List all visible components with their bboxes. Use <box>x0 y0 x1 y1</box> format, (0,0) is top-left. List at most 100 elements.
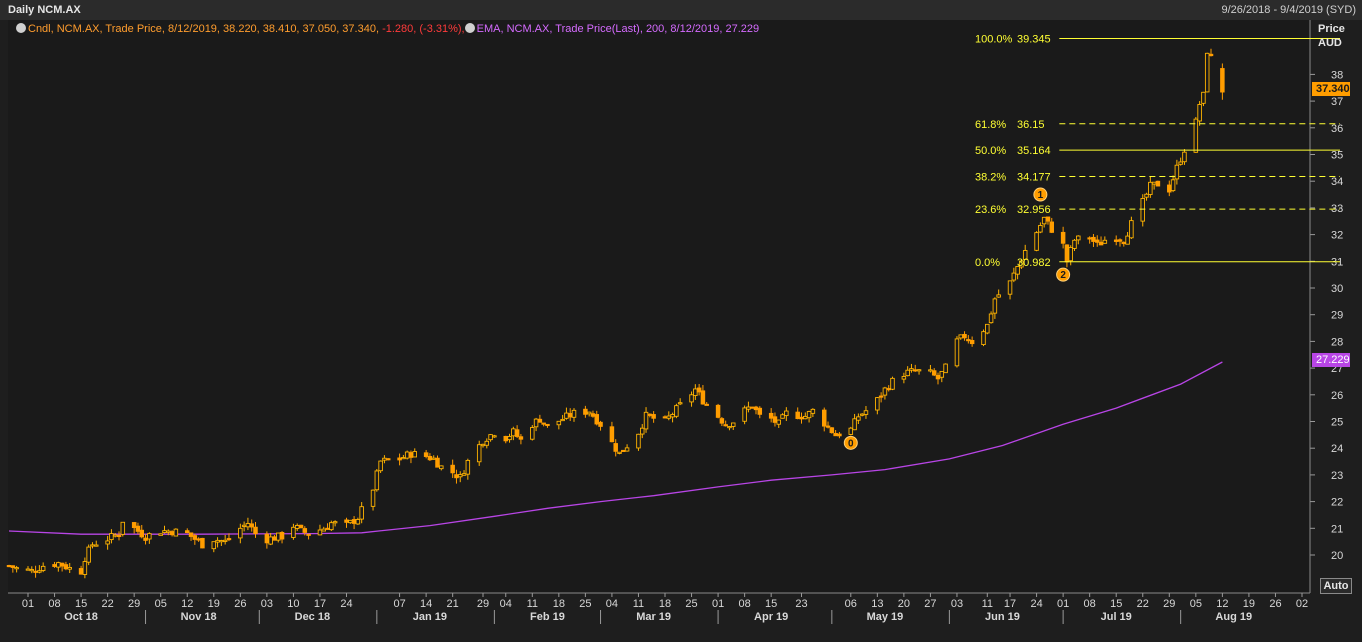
x-day-label: 04 <box>606 598 618 610</box>
wave-marker[interactable] <box>1033 187 1048 202</box>
candle-body <box>985 323 990 334</box>
candle-body <box>848 427 854 435</box>
x-day-label: 23 <box>795 598 807 610</box>
candle-body <box>348 519 353 524</box>
candle-body <box>939 370 945 378</box>
candle-body <box>188 532 194 537</box>
candle-body <box>63 564 69 570</box>
candle-body <box>693 388 698 397</box>
x-day-label: 12 <box>1216 598 1228 610</box>
candle-settings-icon[interactable] <box>16 23 26 33</box>
wave-marker[interactable] <box>843 435 858 450</box>
y-tick-label: 25 <box>1331 417 1343 429</box>
x-month-label: Jul 19 <box>1101 611 1132 623</box>
candle-body <box>882 387 888 396</box>
candle-body <box>768 412 774 419</box>
wave-label: 0 <box>848 438 854 449</box>
candle-body <box>1076 235 1081 241</box>
y-tick-label: 28 <box>1331 336 1343 348</box>
candle-body <box>776 419 782 425</box>
x-day-label: 01 <box>712 598 724 610</box>
candle-body <box>382 457 387 461</box>
candle-body <box>135 525 141 532</box>
candle-body <box>1068 246 1073 262</box>
candle-body <box>166 530 171 533</box>
y-tick-label: 35 <box>1331 150 1343 162</box>
candle-body <box>1167 184 1172 193</box>
candle-body <box>829 427 835 434</box>
candle-body <box>241 524 247 527</box>
candle-body <box>916 369 922 372</box>
x-day-label: 27 <box>924 598 936 610</box>
candle-body <box>143 537 148 541</box>
candle-body <box>825 425 831 428</box>
candle-body <box>1045 216 1051 222</box>
y-tick-label: 21 <box>1331 523 1343 535</box>
candle-body <box>279 532 285 540</box>
candle-body <box>131 522 137 529</box>
y-tick-label: 24 <box>1331 443 1343 455</box>
x-day-label: 12 <box>181 598 193 610</box>
candle-body <box>651 414 656 419</box>
candle-body <box>476 444 482 463</box>
candle-body <box>677 402 683 405</box>
candle-body <box>245 523 251 528</box>
x-month-label: Nov 18 <box>181 611 217 623</box>
candle-body <box>749 406 755 409</box>
candle-body <box>355 519 361 525</box>
candle-body <box>1113 239 1119 242</box>
candle-body <box>1007 280 1013 295</box>
y-tick-label: 30 <box>1331 283 1343 295</box>
candle-body <box>700 390 706 405</box>
candle-body <box>1201 91 1206 104</box>
candle-body <box>1125 235 1130 245</box>
candle-body <box>822 409 827 427</box>
candle-body <box>344 519 349 523</box>
candle-body <box>928 369 933 372</box>
candle-body <box>636 433 641 449</box>
x-day-label: 19 <box>208 598 220 610</box>
x-day-label: 29 <box>1163 598 1175 610</box>
x-day-label: 08 <box>1084 598 1096 610</box>
candle-body <box>913 369 918 372</box>
y-tick-label: 32 <box>1331 230 1343 242</box>
candle-body <box>1182 151 1187 163</box>
candle-body <box>332 521 338 524</box>
candle-body <box>14 567 19 570</box>
candle-body <box>329 522 334 531</box>
candle-body <box>583 408 588 415</box>
candle-body <box>567 413 573 418</box>
y-tick-label: 26 <box>1331 390 1343 402</box>
candle-body <box>40 565 46 571</box>
candle-body <box>450 464 455 474</box>
candle-body <box>147 533 152 540</box>
x-day-label: 20 <box>898 598 910 610</box>
candle-body <box>1197 104 1202 122</box>
candle-body <box>112 534 118 537</box>
candle-body <box>412 451 418 458</box>
chart-title: Daily NCM.AX <box>8 4 81 16</box>
ema-settings-icon[interactable] <box>464 23 475 33</box>
fib-level-value: 35.164 <box>1017 145 1051 157</box>
candle-body <box>704 403 709 406</box>
candle-body <box>458 474 463 478</box>
x-day-label: 08 <box>48 598 60 610</box>
x-month-label: May 19 <box>867 611 904 623</box>
price-axis-unit: AUD <box>1318 37 1342 49</box>
candle-body <box>624 447 630 452</box>
candle-body <box>306 533 311 536</box>
candle-body <box>1072 239 1077 249</box>
candle-body <box>439 465 444 470</box>
candle-body <box>590 413 596 417</box>
wave-marker[interactable] <box>1056 267 1071 282</box>
candle-body <box>1193 118 1199 153</box>
plot-area[interactable] <box>8 20 1310 593</box>
auto-scale-button[interactable]: Auto <box>1320 578 1352 594</box>
x-day-label: 15 <box>765 598 777 610</box>
candle-body <box>901 376 907 380</box>
candle-body <box>359 506 364 520</box>
candle-body <box>1121 241 1127 245</box>
candle-body <box>10 565 16 568</box>
candle-body <box>996 294 1001 298</box>
